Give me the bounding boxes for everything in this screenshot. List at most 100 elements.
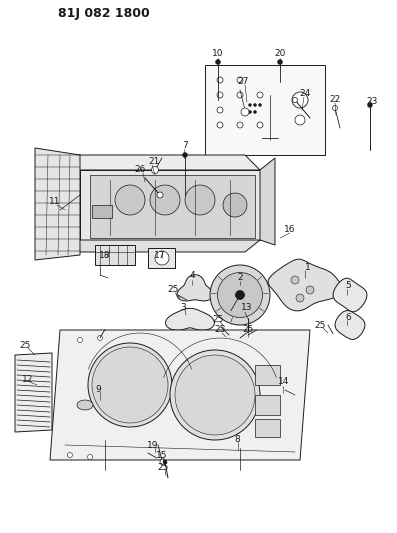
Text: 23: 23 xyxy=(366,96,378,106)
Circle shape xyxy=(218,272,262,318)
Text: 3: 3 xyxy=(180,303,186,311)
Text: 25: 25 xyxy=(157,464,169,472)
Circle shape xyxy=(163,460,167,464)
Text: 8: 8 xyxy=(234,434,240,443)
Text: 25: 25 xyxy=(214,326,225,335)
Polygon shape xyxy=(90,175,255,238)
Circle shape xyxy=(278,60,283,64)
Circle shape xyxy=(258,103,262,107)
Circle shape xyxy=(87,455,93,459)
Circle shape xyxy=(216,60,220,64)
Circle shape xyxy=(183,152,187,157)
Polygon shape xyxy=(166,308,214,330)
Polygon shape xyxy=(148,248,175,268)
Circle shape xyxy=(237,77,243,83)
Circle shape xyxy=(241,108,249,116)
Text: 25: 25 xyxy=(19,341,31,350)
Circle shape xyxy=(217,107,223,113)
Text: 10: 10 xyxy=(212,50,224,59)
Text: 17: 17 xyxy=(154,252,166,261)
Text: 25: 25 xyxy=(314,320,326,329)
Text: 22: 22 xyxy=(330,95,341,104)
Circle shape xyxy=(291,276,299,284)
Circle shape xyxy=(249,110,252,114)
Text: 14: 14 xyxy=(278,377,290,386)
Text: 2: 2 xyxy=(237,273,243,282)
Circle shape xyxy=(152,166,158,174)
Polygon shape xyxy=(65,155,260,170)
Text: 4: 4 xyxy=(189,271,195,280)
Text: 81J 082 1800: 81J 082 1800 xyxy=(58,7,150,20)
Text: 19: 19 xyxy=(147,440,159,449)
Circle shape xyxy=(175,355,255,435)
Circle shape xyxy=(157,192,163,198)
Polygon shape xyxy=(65,240,260,252)
Text: 25: 25 xyxy=(212,314,224,324)
Circle shape xyxy=(368,102,372,108)
Text: 15: 15 xyxy=(156,450,168,459)
Polygon shape xyxy=(77,400,93,410)
Circle shape xyxy=(306,286,314,294)
Polygon shape xyxy=(205,65,325,155)
Bar xyxy=(255,395,280,415)
Circle shape xyxy=(185,185,215,215)
Text: 26: 26 xyxy=(134,166,146,174)
Text: 6: 6 xyxy=(345,313,351,322)
Circle shape xyxy=(88,343,172,427)
Circle shape xyxy=(67,453,73,457)
Text: 27: 27 xyxy=(237,77,249,86)
Circle shape xyxy=(77,337,83,343)
Text: 5: 5 xyxy=(345,280,351,289)
Circle shape xyxy=(237,92,243,98)
Circle shape xyxy=(254,110,256,114)
Polygon shape xyxy=(95,245,135,265)
Circle shape xyxy=(292,92,308,108)
Polygon shape xyxy=(260,158,275,245)
Circle shape xyxy=(217,92,223,98)
Text: 24: 24 xyxy=(299,90,310,99)
Text: 25: 25 xyxy=(167,286,179,295)
Text: 18: 18 xyxy=(99,251,111,260)
Circle shape xyxy=(237,122,243,128)
Circle shape xyxy=(257,92,263,98)
Circle shape xyxy=(150,185,180,215)
Polygon shape xyxy=(80,170,260,240)
Polygon shape xyxy=(335,311,365,340)
Text: 12: 12 xyxy=(22,376,34,384)
Circle shape xyxy=(217,77,223,83)
Polygon shape xyxy=(333,278,367,312)
Polygon shape xyxy=(177,274,213,301)
Text: 7: 7 xyxy=(182,141,188,149)
Circle shape xyxy=(257,122,263,128)
Text: 16: 16 xyxy=(284,225,296,235)
Bar xyxy=(255,365,280,385)
Text: 13: 13 xyxy=(241,303,253,312)
Polygon shape xyxy=(50,330,310,460)
Circle shape xyxy=(217,122,223,128)
Circle shape xyxy=(295,115,305,125)
Text: 1: 1 xyxy=(305,262,311,271)
Circle shape xyxy=(235,290,245,300)
Polygon shape xyxy=(15,353,52,432)
Circle shape xyxy=(249,103,252,107)
Circle shape xyxy=(254,103,256,107)
Polygon shape xyxy=(92,205,112,218)
Circle shape xyxy=(115,185,145,215)
Circle shape xyxy=(98,335,102,341)
Circle shape xyxy=(210,265,270,325)
Text: 21: 21 xyxy=(148,157,160,166)
Polygon shape xyxy=(268,259,342,311)
Circle shape xyxy=(170,350,260,440)
Bar xyxy=(255,419,280,437)
Polygon shape xyxy=(35,148,80,260)
Circle shape xyxy=(155,251,169,265)
Text: 9: 9 xyxy=(95,385,101,394)
Text: 25: 25 xyxy=(242,326,254,335)
Circle shape xyxy=(296,294,304,302)
Text: 20: 20 xyxy=(274,50,286,59)
Text: 11: 11 xyxy=(49,198,61,206)
Circle shape xyxy=(92,347,168,423)
Circle shape xyxy=(160,459,166,465)
Circle shape xyxy=(223,193,247,217)
Circle shape xyxy=(333,106,337,110)
